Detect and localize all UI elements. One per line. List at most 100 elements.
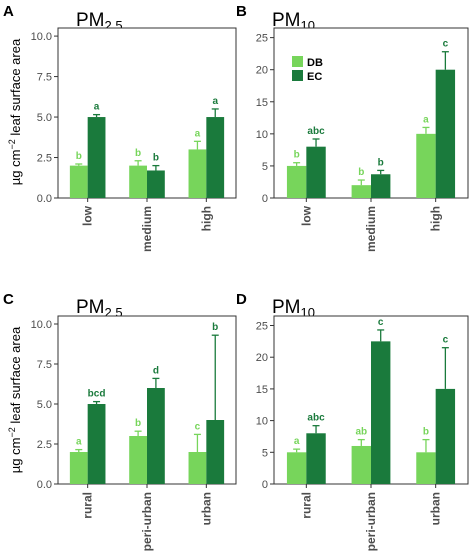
x-tick-label: peri-urban <box>364 492 378 551</box>
panel-title-main: PM <box>76 10 105 31</box>
significance-letter: a <box>294 436 300 447</box>
bar-ec <box>206 420 225 484</box>
bar-db <box>188 452 207 484</box>
bar-db <box>416 452 436 484</box>
y-tick-label: 15 <box>256 384 268 396</box>
x-tick-label: urban <box>199 492 213 525</box>
bar-db <box>129 165 147 198</box>
bar-ec <box>87 404 106 484</box>
significance-letter: b <box>378 157 384 168</box>
y-tick-label: 5.0 <box>37 112 52 124</box>
bar-db <box>416 133 436 198</box>
y-tick-label: 0.0 <box>37 479 52 491</box>
bar-ec <box>147 388 165 484</box>
panel-letter: B <box>236 3 247 20</box>
legend-swatch <box>292 56 303 67</box>
y-tick-label: 5 <box>262 447 268 459</box>
bar-ec <box>206 117 225 198</box>
y-tick-label: 0 <box>262 193 268 205</box>
panel-letter: C <box>3 291 14 308</box>
significance-letter: b <box>153 153 159 164</box>
y-tick-label: 15 <box>256 97 268 109</box>
legend-label: EC <box>307 71 322 83</box>
bar-db <box>69 452 88 484</box>
x-tick-label: medium <box>364 206 378 252</box>
y-tick-label: 2.5 <box>37 153 52 165</box>
x-tick-label: peri-urban <box>140 492 154 551</box>
y-tick-label: 10 <box>256 129 268 141</box>
legend-swatch <box>292 70 303 81</box>
y-tick-label: 10.0 <box>31 31 52 43</box>
significance-letter: b <box>423 427 429 438</box>
y-tick-label: 7.5 <box>37 72 52 84</box>
bar-db <box>69 165 88 198</box>
y-axis-label-text: µg cm−2 leaf surface area <box>7 38 23 185</box>
bar-ec <box>147 170 165 198</box>
x-tick-label: low <box>299 205 313 226</box>
bar-ec <box>435 388 456 484</box>
bar-ec <box>87 117 106 198</box>
y-axis-label-rest: leaf surface area <box>8 38 23 139</box>
significance-letter: d <box>153 365 159 376</box>
y-tick-label: 25 <box>256 321 268 333</box>
significance-letter: bcd <box>88 389 106 400</box>
x-tick-label: rural <box>81 492 95 519</box>
significance-letter: a <box>76 437 82 448</box>
significance-letter: b <box>76 151 82 162</box>
bar-ec <box>371 341 391 484</box>
significance-letter: b <box>135 148 141 159</box>
significance-letter: c <box>378 317 384 328</box>
x-tick-label: high <box>199 206 213 231</box>
x-tick-label: low <box>81 205 95 226</box>
y-tick-label: 10 <box>256 416 268 428</box>
panel-letter: D <box>236 291 247 308</box>
panel-c: C PM2.50.02.55.07.510.0ruralabcdperi-urba… <box>3 291 237 551</box>
significance-letter: c <box>443 39 449 50</box>
y-tick-label: 5.0 <box>37 399 52 411</box>
bar-db <box>286 165 307 198</box>
y-axis-label-rest: leaf surface area <box>8 326 23 427</box>
significance-letter: ab <box>355 427 367 438</box>
y-tick-label: 25 <box>256 33 268 45</box>
significance-letter: b <box>294 150 300 161</box>
significance-letter: b <box>212 322 218 333</box>
panel-title-main: PM <box>272 10 301 31</box>
significance-letter: c <box>195 421 201 432</box>
significance-letter: a <box>423 114 429 125</box>
panel-title-main: PM <box>272 297 301 318</box>
bar-ec <box>306 146 326 198</box>
y-tick-label: 2.5 <box>37 439 52 451</box>
bar-db <box>286 452 307 484</box>
x-tick-label: medium <box>140 206 154 252</box>
y-axis-label-superscript: −2 <box>7 139 17 149</box>
significance-letter: c <box>443 335 449 346</box>
significance-letter: a <box>94 102 100 113</box>
y-tick-label: 7.5 <box>37 359 52 371</box>
bar-ec <box>371 174 391 198</box>
bar-ec <box>435 69 456 198</box>
y-axis-label-unit: µg cm <box>8 150 23 186</box>
bar-db <box>188 149 207 198</box>
y-axis-label-top: µg cm−2 leaf surface area <box>7 38 23 185</box>
y-tick-label: 5 <box>262 161 268 173</box>
significance-letter: abc <box>307 126 325 137</box>
x-tick-label: rural <box>299 492 313 519</box>
significance-letter: a <box>195 128 201 139</box>
significance-letter: a <box>212 96 218 107</box>
y-tick-label: 20 <box>256 352 268 364</box>
y-tick-label: 0 <box>262 479 268 491</box>
bar-db <box>351 185 371 198</box>
y-axis-label-text: µg cm−2 leaf surface area <box>7 326 23 473</box>
panel-letter: A <box>3 3 14 20</box>
panel-d: D PM100510152025ruralaabcperi-urbanabcurb… <box>236 291 469 551</box>
y-tick-label: 20 <box>256 65 268 77</box>
y-axis-label-bottom: µg cm−2 leaf surface area <box>7 326 23 473</box>
panel-title-main: PM <box>76 297 105 318</box>
significance-letter: abc <box>307 413 325 424</box>
bar-db <box>129 436 147 484</box>
y-axis-label-superscript: −2 <box>7 427 17 437</box>
bar-ec <box>306 433 326 484</box>
